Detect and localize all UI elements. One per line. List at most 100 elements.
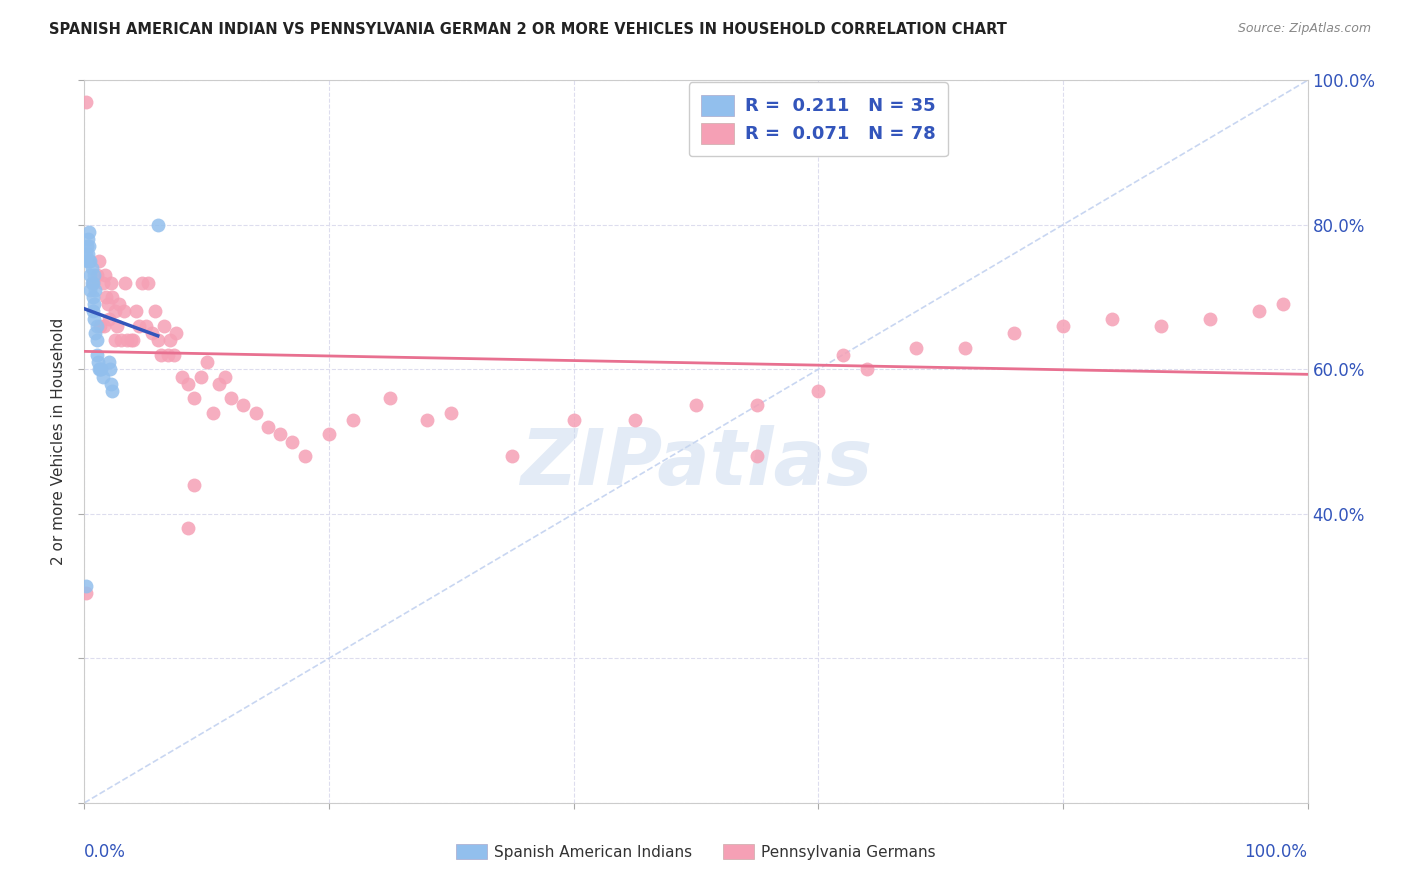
Point	[214, 369, 236, 384]
Point	[86, 268, 108, 283]
Text: 100.0%: 100.0%	[1244, 843, 1308, 861]
Point	[86, 348, 108, 362]
Point	[75, 586, 97, 600]
Point	[87, 362, 110, 376]
Point	[232, 398, 254, 412]
Point	[831, 348, 853, 362]
Point	[77, 239, 100, 253]
Point	[122, 334, 145, 348]
Point	[269, 427, 291, 442]
Point	[165, 326, 187, 340]
Point	[82, 290, 104, 304]
Text: SPANISH AMERICAN INDIAN VS PENNSYLVANIA GERMAN 2 OR MORE VEHICLES IN HOUSEHOLD C: SPANISH AMERICAN INDIAN VS PENNSYLVANIA …	[49, 22, 1007, 37]
Y-axis label: 2 or more Vehicles in Household: 2 or more Vehicles in Household	[51, 318, 66, 566]
Point	[101, 384, 124, 398]
Point	[125, 304, 148, 318]
Point	[82, 276, 104, 290]
Point	[502, 449, 524, 463]
Point	[1052, 318, 1074, 333]
Point	[105, 318, 128, 333]
Point	[1101, 311, 1123, 326]
Point	[416, 413, 439, 427]
Point	[97, 355, 120, 369]
Point	[77, 246, 100, 260]
Point	[1247, 304, 1270, 318]
Point	[76, 239, 98, 253]
Point	[79, 283, 101, 297]
Point	[150, 348, 173, 362]
Point	[219, 391, 242, 405]
Point	[91, 369, 114, 384]
Point	[94, 268, 117, 283]
Point	[1272, 297, 1295, 311]
Point	[104, 334, 127, 348]
Point	[177, 521, 200, 535]
Point	[100, 276, 122, 290]
Point	[245, 406, 267, 420]
Point	[156, 348, 179, 362]
Point	[153, 318, 176, 333]
Point	[87, 253, 110, 268]
Text: 0.0%: 0.0%	[84, 843, 127, 861]
Point	[128, 318, 150, 333]
Point	[1198, 311, 1220, 326]
Point	[953, 341, 976, 355]
Point	[294, 449, 316, 463]
Point	[183, 391, 205, 405]
Point	[807, 384, 830, 398]
Point	[905, 341, 928, 355]
Point	[136, 276, 159, 290]
Point	[190, 369, 212, 384]
Point	[91, 276, 114, 290]
Point	[75, 246, 97, 260]
Point	[624, 413, 647, 427]
Point	[110, 334, 132, 348]
Point	[747, 398, 769, 412]
Text: ZIPatlas: ZIPatlas	[520, 425, 872, 501]
Point	[257, 420, 280, 434]
Point	[208, 376, 231, 391]
Point	[83, 297, 105, 311]
Point	[87, 355, 110, 369]
Point	[86, 334, 108, 348]
Point	[281, 434, 304, 449]
Point	[83, 311, 105, 326]
Point	[159, 334, 181, 348]
Point	[120, 334, 142, 348]
Point	[79, 253, 101, 268]
Point	[89, 362, 111, 376]
Point	[97, 311, 120, 326]
Point	[195, 355, 218, 369]
Point	[98, 362, 121, 376]
Point	[143, 304, 166, 318]
Point	[84, 283, 107, 297]
Point	[90, 362, 112, 376]
Point	[440, 406, 463, 420]
Point	[107, 297, 129, 311]
Point	[115, 334, 138, 348]
Point	[93, 318, 115, 333]
Point	[75, 579, 97, 593]
Legend: Spanish American Indians, Pennsylvania Germans: Spanish American Indians, Pennsylvania G…	[449, 836, 943, 867]
Point	[79, 268, 101, 283]
Point	[163, 348, 186, 362]
Point	[135, 318, 157, 333]
Point	[131, 276, 153, 290]
Point	[380, 391, 402, 405]
Point	[1002, 326, 1025, 340]
Point	[80, 261, 103, 276]
Point	[114, 276, 136, 290]
Point	[177, 376, 200, 391]
Point	[562, 413, 585, 427]
Point	[1150, 318, 1173, 333]
Point	[146, 334, 169, 348]
Point	[96, 290, 118, 304]
Point	[77, 225, 100, 239]
Point	[104, 304, 127, 318]
Point	[82, 276, 104, 290]
Point	[77, 232, 100, 246]
Point	[86, 318, 108, 333]
Point	[342, 413, 364, 427]
Point	[747, 449, 769, 463]
Point	[100, 376, 122, 391]
